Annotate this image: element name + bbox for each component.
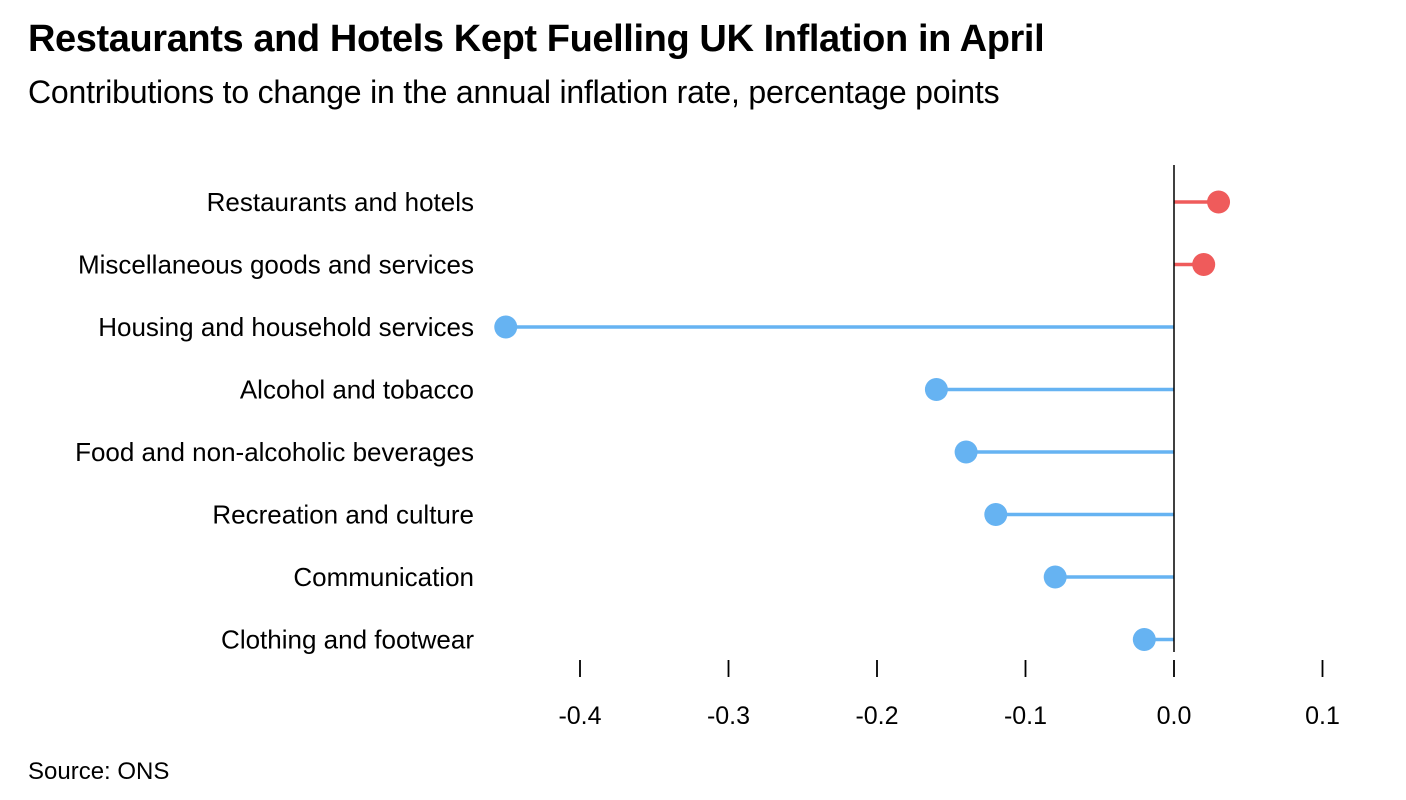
category-labels: Restaurants and hotels Miscellaneous good… <box>75 187 474 655</box>
chart-title: Restaurants and Hotels Kept Fuelling UK … <box>28 18 1045 60</box>
x-tick-label-0: -0.4 <box>558 702 601 730</box>
category-label-food-and-non-alcoholic-beverages: Food and non-alcoholic beverages <box>75 437 474 467</box>
dot-communication <box>1043 565 1067 589</box>
dot-clothing-and-footwear <box>1132 628 1156 651</box>
dot-housing-and-household-services <box>494 315 518 339</box>
dots-group <box>494 190 1231 651</box>
dot-miscellaneous-goods-and-services <box>1192 253 1216 276</box>
chart-subtitle: Contributions to change in the annual in… <box>28 74 1000 110</box>
dot-recreation-and-culture <box>984 503 1008 526</box>
source-note: Source: ONS <box>28 758 170 785</box>
category-label-recreation-and-culture: Recreation and culture <box>212 500 474 530</box>
x-tick-label-4: 0.0 <box>1157 702 1192 730</box>
category-label-clothing-and-footwear: Clothing and footwear <box>221 625 474 655</box>
category-label-communication: Communication <box>293 562 474 592</box>
category-label-housing-and-household-services: Housing and household services <box>98 312 474 342</box>
lollipop-chart: Restaurants and hotels Miscellaneous good… <box>75 165 1340 730</box>
category-label-restaurants-and-hotels: Restaurants and hotels <box>207 187 474 217</box>
x-tick-label-1: -0.3 <box>707 702 750 730</box>
x-tick-label-3: -0.1 <box>1004 702 1047 730</box>
category-label-alcohol-and-tobacco: Alcohol and tobacco <box>240 375 474 405</box>
stems-group <box>505 200 1219 642</box>
x-tick-label-5: 0.1 <box>1305 702 1340 730</box>
dot-restaurants-and-hotels <box>1207 190 1231 214</box>
dot-food-and-non-alcoholic-beverages <box>954 440 978 464</box>
dot-alcohol-and-tobacco <box>924 378 948 401</box>
category-label-miscellaneous-goods-and-services: Miscellaneous goods and services <box>78 250 474 280</box>
x-tick-label-2: -0.2 <box>855 702 898 730</box>
x-axis: -0.4 -0.3 -0.2 -0.1 0.0 0.1 <box>558 660 1340 730</box>
